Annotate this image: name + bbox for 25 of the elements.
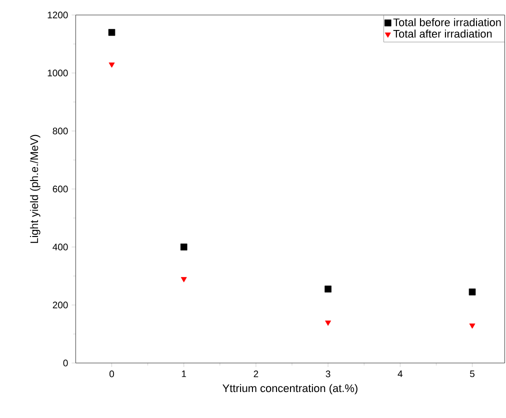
x-axis-title: Yttrium concentration (at.%) [222,384,358,394]
y-tick-label: 600 [52,186,68,192]
point [324,286,332,292]
x-tick-label: 4 [398,370,403,378]
x-tick-label: 3 [326,370,330,378]
point [469,324,476,329]
point [180,244,188,250]
y-tick-label: 1200 [48,12,68,18]
point [108,28,116,36]
y-tick-label: 200 [52,302,68,308]
x-tick-label: 5 [470,370,474,378]
point [180,277,187,282]
y-tick-label: 800 [52,128,68,134]
legend-label: Total before irradiation [393,18,501,26]
y-axis-title: Light yield (ph.e./MeV) [30,134,40,243]
point [325,320,332,326]
legend-label: Total after irradiation [393,30,492,38]
y-tick-label: 400 [52,244,68,250]
point [108,62,115,68]
point [468,288,476,296]
y-tick-label: 1000 [48,70,68,76]
x-tick-label: 1 [182,370,186,378]
x-tick-label: 2 [254,370,258,378]
x-tick-label: 0 [109,370,114,378]
y-tick-label: 0 [63,360,68,366]
